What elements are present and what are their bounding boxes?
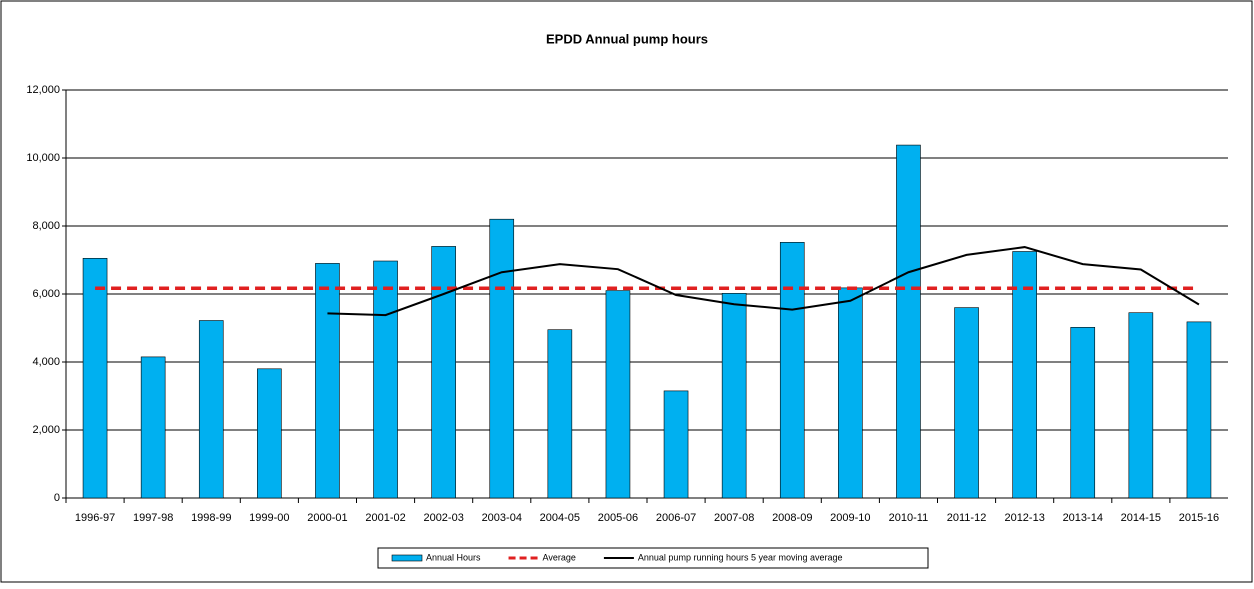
x-tick-label: 2002-03	[423, 512, 463, 524]
bar	[1070, 327, 1096, 499]
legend-box	[377, 547, 929, 569]
legend-swatch	[391, 554, 423, 562]
bar	[373, 260, 398, 499]
x-tick-label: 1998-99	[191, 512, 231, 524]
bar	[779, 242, 805, 499]
bar	[954, 307, 979, 499]
y-tick-label: 10,000	[26, 152, 60, 164]
x-tick-label: 2000-01	[307, 512, 347, 524]
x-tick-label: 1996-97	[75, 512, 115, 524]
legend-label: Average	[543, 552, 576, 562]
line-series	[327, 246, 1200, 317]
x-tick-label: 2015-16	[1179, 512, 1219, 524]
bar	[721, 293, 747, 499]
y-tick-label: 2,000	[32, 424, 60, 436]
x-tick-label: 2001-02	[365, 512, 405, 524]
x-tick-label: 2011-12	[947, 512, 987, 524]
x-tick-label: 2003-04	[482, 512, 522, 524]
bar	[315, 263, 340, 499]
x-tick-label: 2014-15	[1121, 512, 1161, 524]
bar	[82, 257, 108, 499]
x-tick-label: 2006-07	[656, 512, 696, 524]
bar	[605, 290, 631, 499]
bar	[838, 287, 863, 499]
x-tick-label: 2013-14	[1063, 512, 1103, 524]
bar	[489, 218, 515, 499]
bar	[1012, 251, 1037, 499]
y-tick-label: 0	[54, 492, 60, 504]
x-tick-label: 2010-11	[889, 512, 929, 524]
x-tick-label: 1999-00	[249, 512, 289, 524]
bar	[1128, 312, 1154, 499]
x-tick-label: 2004-05	[540, 512, 580, 524]
chart-title: EPDD Annual pump hours	[546, 31, 708, 46]
bar	[547, 329, 573, 499]
bar	[1186, 321, 1212, 499]
y-tick-label: 4,000	[32, 356, 60, 368]
x-tick-label: 2012-13	[1004, 512, 1044, 524]
legend-label: Annual Hours	[426, 552, 481, 562]
y-tick-label: 12,000	[26, 84, 60, 96]
bar	[663, 390, 689, 499]
x-tick-label: 2005-06	[598, 512, 638, 524]
bar	[431, 246, 456, 499]
x-tick-label: 1997-98	[133, 512, 173, 524]
y-tick-label: 6,000	[32, 288, 60, 300]
x-tick-label: 2007-08	[714, 512, 754, 524]
bar	[140, 356, 166, 499]
bar	[198, 320, 224, 499]
legend-label: Annual pump running hours 5 year moving …	[638, 552, 843, 562]
x-tick-label: 2009-10	[830, 512, 870, 524]
y-tick-label: 8,000	[32, 220, 60, 232]
bar	[896, 144, 921, 499]
x-tick-label: 2008-09	[772, 512, 812, 524]
bar	[257, 368, 282, 499]
